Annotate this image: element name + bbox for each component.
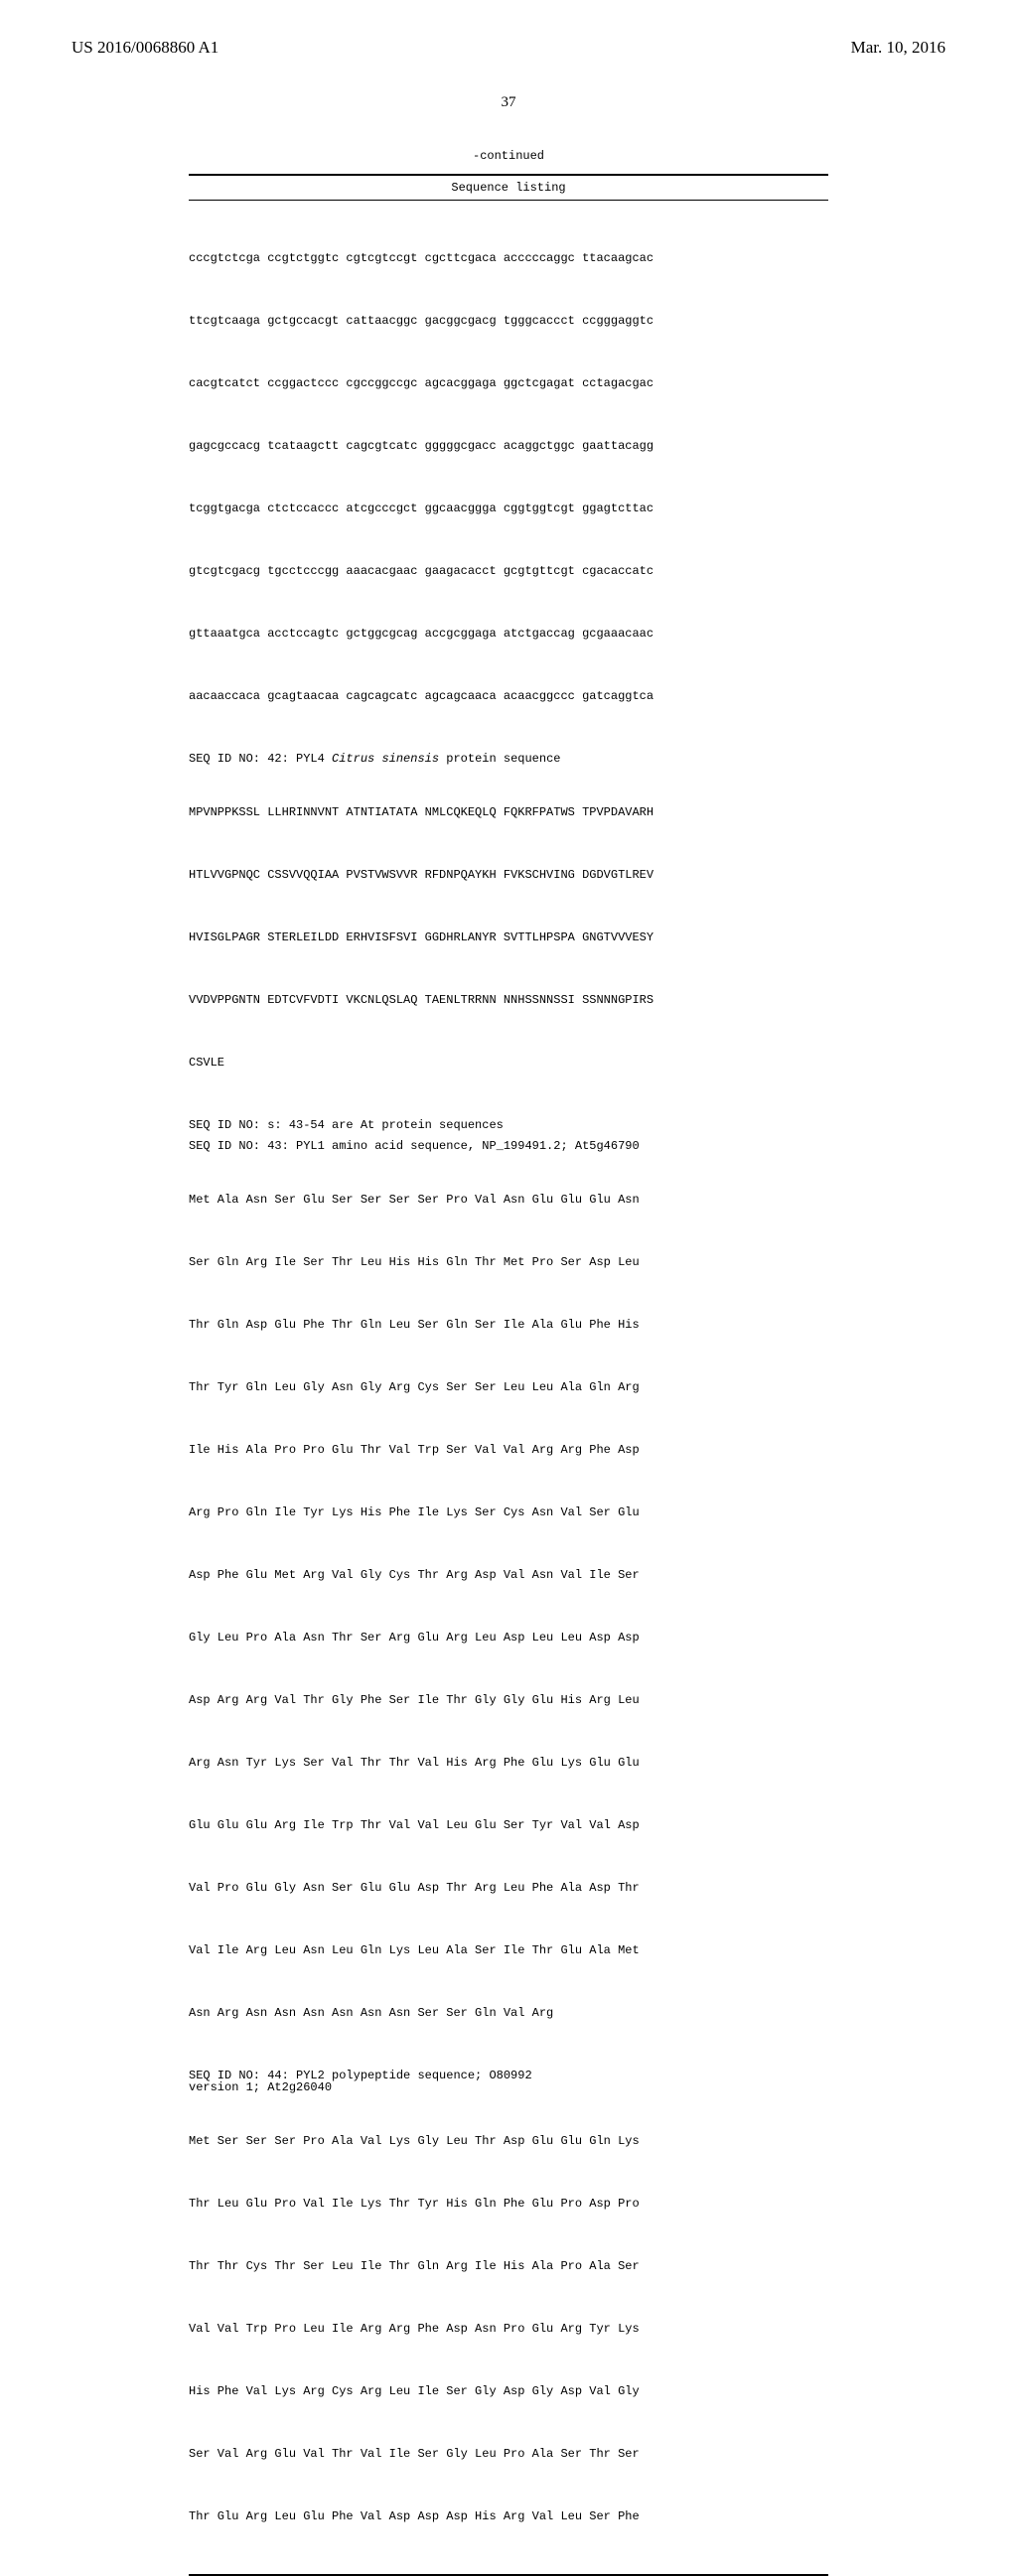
protein-line: HTLVVGPNQC CSSVVQQIAA PVSTVWSVVR RFDNPQA… xyxy=(189,869,828,881)
aa-line: Thr Gln Asp Glu Phe Thr Gln Leu Ser Gln … xyxy=(189,1319,828,1331)
continued-label: -continued xyxy=(473,149,544,163)
aa-line: Val Val Trp Pro Leu Ile Arg Arg Phe Asp … xyxy=(189,2323,828,2335)
seq42-block: MPVNPPKSSL LLHRINNVNT ATNTIATATA NMLCQKE… xyxy=(189,765,828,1119)
dna-line: gtcgtcgacg tgcctcccgg aaacacgaac gaagaca… xyxy=(189,565,828,577)
dna-line: gttaaatgca acctccagtc gctggcgcag accgcgg… xyxy=(189,628,828,640)
seq43-header: SEQ ID NO: 43: PYL1 amino acid sequence,… xyxy=(189,1140,828,1152)
aa-line: Met Ser Ser Ser Pro Ala Val Lys Gly Leu … xyxy=(189,2135,828,2147)
aa-line: Thr Tyr Gln Leu Gly Asn Gly Arg Cys Ser … xyxy=(189,1381,828,1393)
protein-line: HVISGLPAGR STERLEILDD ERHVISFSVI GGDHRLA… xyxy=(189,931,828,943)
aa-line: Thr Glu Arg Leu Glu Phe Val Asp Asp Asp … xyxy=(189,2510,828,2522)
aa-line: Val Pro Glu Gly Asn Ser Glu Glu Asp Thr … xyxy=(189,1882,828,1894)
aa-line: Ser Gln Arg Ile Ser Thr Leu His His Gln … xyxy=(189,1256,828,1268)
aa-line: Asp Arg Arg Val Thr Gly Phe Ser Ile Thr … xyxy=(189,1694,828,1706)
dna-line: cccgtctcga ccgtctggtc cgtcgtccgt cgcttcg… xyxy=(189,252,828,264)
seq44-block: Met Ser Ser Ser Pro Ala Val Lys Gly Leu … xyxy=(189,2093,828,2564)
seq-group-header: SEQ ID NO: s: 43-54 are At protein seque… xyxy=(189,1119,828,1131)
seq43-block: Met Ala Asn Ser Glu Ser Ser Ser Ser Pro … xyxy=(189,1152,828,2070)
protein-line: VVDVPPGNTN EDTCVFVDTI VKCNLQSLAQ TAENLTR… xyxy=(189,994,828,1006)
aa-line: Met Ala Asn Ser Glu Ser Ser Ser Ser Pro … xyxy=(189,1194,828,1206)
aa-line: His Phe Val Lys Arg Cys Arg Leu Ile Ser … xyxy=(189,2385,828,2397)
aa-line: Thr Leu Glu Pro Val Ile Lys Thr Tyr His … xyxy=(189,2198,828,2210)
protein-line: MPVNPPKSSL LLHRINNVNT ATNTIATATA NMLCQKE… xyxy=(189,806,828,818)
aa-line: Thr Thr Cys Thr Ser Leu Ile Thr Gln Arg … xyxy=(189,2260,828,2272)
aa-line: Ser Val Arg Glu Val Thr Val Ile Ser Gly … xyxy=(189,2448,828,2460)
aa-line: Ile His Ala Pro Pro Glu Thr Val Trp Ser … xyxy=(189,1444,828,1456)
dna-block: cccgtctcga ccgtctggtc cgtcgtccgt cgcttcg… xyxy=(189,211,828,753)
publication-date: Mar. 10, 2016 xyxy=(851,38,945,58)
seq44-header-2: version 1; At2g26040 xyxy=(189,2081,828,2093)
dna-line: aacaaccaca gcagtaacaa cagcagcatc agcagca… xyxy=(189,690,828,702)
publication-number: US 2016/0068860 A1 xyxy=(72,38,218,58)
gene-name: Citrus sinensis xyxy=(332,752,439,766)
listing-title: Sequence listing xyxy=(189,174,828,201)
aa-line: Arg Asn Tyr Lys Ser Val Thr Thr Val His … xyxy=(189,1757,828,1769)
page-number: 37 xyxy=(502,94,516,111)
aa-line: Asp Phe Glu Met Arg Val Gly Cys Thr Arg … xyxy=(189,1569,828,1581)
dna-line: ttcgtcaaga gctgccacgt cattaacggc gacggcg… xyxy=(189,315,828,327)
listing-body: cccgtctcga ccgtctggtc cgtcgtccgt cgcttcg… xyxy=(189,201,828,2576)
sequence-listing: Sequence listing cccgtctcga ccgtctggtc c… xyxy=(189,174,828,2576)
dna-line: cacgtcatct ccggactccc cgccggccgc agcacgg… xyxy=(189,377,828,389)
aa-line: Arg Pro Gln Ile Tyr Lys His Phe Ile Lys … xyxy=(189,1506,828,1518)
seq44-header-1: SEQ ID NO: 44: PYL2 polypeptide sequence… xyxy=(189,2070,828,2081)
seq42-header: SEQ ID NO: 42: PYL4 Citrus sinensis prot… xyxy=(189,753,828,765)
aa-line: Gly Leu Pro Ala Asn Thr Ser Arg Glu Arg … xyxy=(189,1632,828,1644)
protein-line: CSVLE xyxy=(189,1057,828,1069)
dna-line: gagcgccacg tcataagctt cagcgtcatc gggggcg… xyxy=(189,440,828,452)
aa-line: Asn Arg Asn Asn Asn Asn Asn Asn Ser Ser … xyxy=(189,2007,828,2019)
aa-line: Glu Glu Glu Arg Ile Trp Thr Val Val Leu … xyxy=(189,1819,828,1831)
dna-line: tcggtgacga ctctccaccc atcgcccgct ggcaacg… xyxy=(189,502,828,514)
aa-line: Val Ile Arg Leu Asn Leu Gln Lys Leu Ala … xyxy=(189,1944,828,1956)
